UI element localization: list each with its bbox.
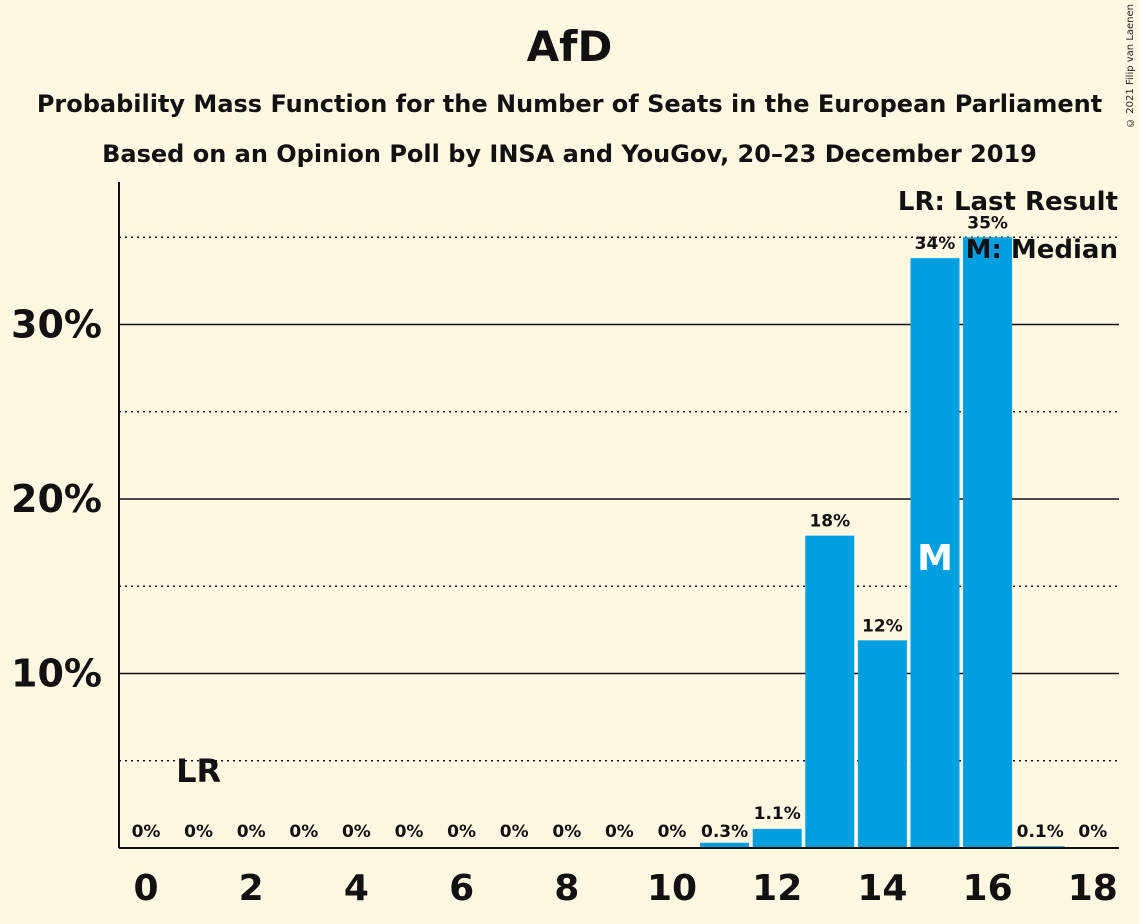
- bar: [805, 535, 855, 848]
- x-tick-label: 8: [554, 868, 579, 909]
- y-tick-label: 20%: [11, 477, 102, 521]
- data-label: 0%: [658, 822, 687, 842]
- y-tick-label: 10%: [11, 652, 102, 696]
- data-label: 34%: [915, 234, 956, 254]
- x-tick-label: 0: [133, 868, 158, 909]
- data-label: 0%: [342, 822, 371, 842]
- x-tick-label: 4: [344, 868, 369, 909]
- data-label: 0%: [289, 822, 318, 842]
- data-label: 0%: [552, 822, 581, 842]
- legend-median: M: Median: [966, 235, 1118, 265]
- bar: [963, 237, 1013, 848]
- data-label: 0%: [132, 822, 161, 842]
- last-result-marker: LR: [176, 752, 221, 790]
- data-label: 0%: [605, 822, 634, 842]
- data-label: 0%: [237, 822, 266, 842]
- x-tick-label: 2: [239, 868, 264, 909]
- data-label: 35%: [967, 213, 1008, 233]
- chart-subtitle: Probability Mass Function for the Number…: [36, 90, 1103, 118]
- chart-title: AfD: [526, 22, 613, 71]
- bar: [857, 640, 907, 848]
- median-marker: M: [917, 538, 953, 579]
- x-tick-label: 6: [449, 868, 474, 909]
- x-tick-label: 14: [857, 868, 907, 909]
- x-tick-label: 16: [963, 868, 1013, 909]
- data-label: 0%: [184, 822, 213, 842]
- data-label: 0%: [395, 822, 424, 842]
- data-label: 12%: [862, 616, 903, 636]
- data-label: 0%: [500, 822, 529, 842]
- x-tick-label: 12: [752, 868, 802, 909]
- data-label: 0%: [1078, 822, 1107, 842]
- chart-source-line: Based on an Opinion Poll by INSA and You…: [102, 140, 1037, 168]
- bar: [752, 828, 802, 848]
- bar: [700, 842, 750, 848]
- x-tick-label: 10: [647, 868, 697, 909]
- data-label: 18%: [809, 512, 850, 532]
- y-tick-label: 30%: [11, 303, 102, 347]
- data-label: 1.1%: [754, 804, 801, 824]
- data-label: 0%: [447, 822, 476, 842]
- bar: [910, 258, 960, 848]
- data-label: 0.1%: [1017, 822, 1064, 842]
- data-label: 0.3%: [701, 822, 748, 842]
- legend-last-result: LR: Last Result: [898, 187, 1118, 217]
- x-tick-label: 18: [1068, 868, 1118, 909]
